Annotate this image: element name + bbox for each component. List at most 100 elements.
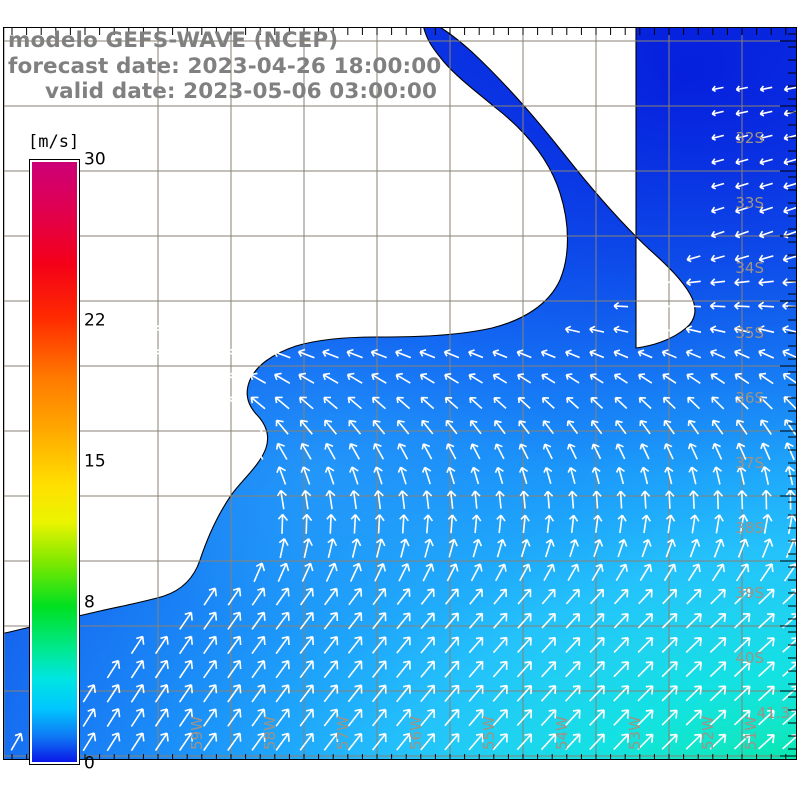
wind-vector-arrow [322,348,339,359]
wind-vector-arrow [468,373,484,384]
lon-label-51W: 51W [742,716,760,750]
wind-vector-arrow [275,708,290,727]
wind-vector-arrow [759,396,773,410]
wind-vector-arrow [516,660,532,678]
lon-label-56W: 56W [407,716,425,750]
wind-vector-arrow [663,563,677,582]
wind-vector-arrow [396,708,411,727]
wind-vector-arrow [347,708,363,727]
wind-vector-arrow [637,733,654,750]
wind-vector-arrow [516,733,533,751]
wind-vector-arrow [711,563,725,582]
wind-vector-arrow [398,563,411,582]
wind-vector-arrow [758,661,775,677]
wind-vector-arrow [519,490,529,509]
wind-vector-arrow [690,514,700,534]
wind-vector-arrow [785,489,796,510]
axis-ticks [11,28,796,759]
colorbar: [m/s] 30 22 15 8 0 [28,132,106,774]
wind-vector-arrow [444,612,459,630]
wind-vector-arrow [709,325,726,334]
wind-vector-arrow [543,466,553,485]
wind-vector-arrow [371,636,387,654]
map-plot-area[interactable]: 32S33S34S35S36S37S38S39S40S60W59W58W57W5… [3,27,797,760]
wind-vector-arrow [638,588,653,605]
wind-vector-arrow [543,563,556,581]
wind-vector-arrow [277,513,289,534]
wind-vector-arrow [251,442,264,460]
wind-vector-arrow [687,442,699,460]
wind-vector-arrow [470,563,483,582]
wind-vector-arrow [737,490,748,510]
wind-vector-arrow [347,636,363,654]
wind-vector-arrow [735,396,749,410]
wind-vector-arrow [687,396,701,410]
lat-label-33S: 33S [735,194,764,212]
wind-vector-arrow [347,660,363,679]
wind-vector-arrow [758,254,774,263]
wind-vector-arrow [518,443,529,460]
wind-vector-arrow [541,636,556,654]
wind-vector-arrow [783,158,796,166]
lon-label-54W: 54W [553,716,571,750]
wind-vector-arrow [541,612,556,629]
wind-vector-arrow [615,563,628,582]
wind-vector-arrow [734,588,751,605]
wind-vector-arrow [446,490,457,509]
wind-vector-arrow [326,513,337,534]
wind-vector-arrow [371,372,387,384]
wind-vector-arrow [178,708,193,727]
colorbar-tick-22: 22 [84,310,106,331]
wind-vector-arrow [396,684,411,703]
wind-vector-arrow [372,587,387,606]
wind-vector-arrow [276,489,288,510]
wind-vector-arrow [275,635,290,655]
wind-vector-arrow [663,443,674,460]
wind-vector-arrow [347,612,363,630]
wind-vector-arrow [447,514,458,534]
wind-vector-arrow [662,373,677,384]
wind-vector-arrow [733,709,751,726]
wind-vector-arrow [733,733,751,750]
wind-vector-arrow [783,85,796,93]
wind-vector-arrow [203,659,218,679]
wind-vector-arrow [399,514,409,534]
wind-vector-arrow [370,348,387,359]
wind-vector-arrow [226,396,242,410]
wind-vector-arrow [325,562,338,582]
wind-vector-arrow [613,661,630,678]
wind-vector-arrow [275,611,290,630]
wind-vector-arrow [275,442,288,460]
wind-vector-arrow [637,613,654,629]
wind-vector-arrow [494,420,506,435]
wind-vector-arrow [323,396,338,410]
wind-vector-arrow [397,443,409,460]
lat-label-34S: 34S [735,259,764,277]
wind-vector-arrow [637,637,654,653]
wind-vector-arrow [517,612,532,629]
wind-vector-arrow [299,419,313,435]
wind-vector-arrow [176,348,194,359]
wind-vector-arrow [371,732,387,751]
wind-vector-arrow [299,587,314,606]
wind-vector-arrow [395,372,411,384]
wind-vector-arrow [568,514,579,533]
wind-vector-arrow [130,732,145,752]
wind-vector-arrow [518,420,530,435]
wind-vector-arrow [784,442,795,461]
wind-vector-arrow [664,490,675,509]
wind-vector-arrow [685,613,702,629]
wind-vector-arrow [661,349,677,359]
wind-vector-arrow [373,466,383,485]
wind-vector-arrow [685,661,702,678]
wind-vector-arrow [710,278,726,287]
wind-vector-arrow [468,733,484,751]
wind-vector-arrow [565,661,581,678]
wind-vector-arrow [759,158,773,166]
wind-vector-arrow [711,158,725,166]
wind-vector-arrow [323,708,339,727]
wind-vector-arrow [471,490,481,509]
wind-vector-arrow [736,442,747,460]
wind-vector-arrow [275,419,289,435]
wind-vector-arrow [396,732,411,751]
